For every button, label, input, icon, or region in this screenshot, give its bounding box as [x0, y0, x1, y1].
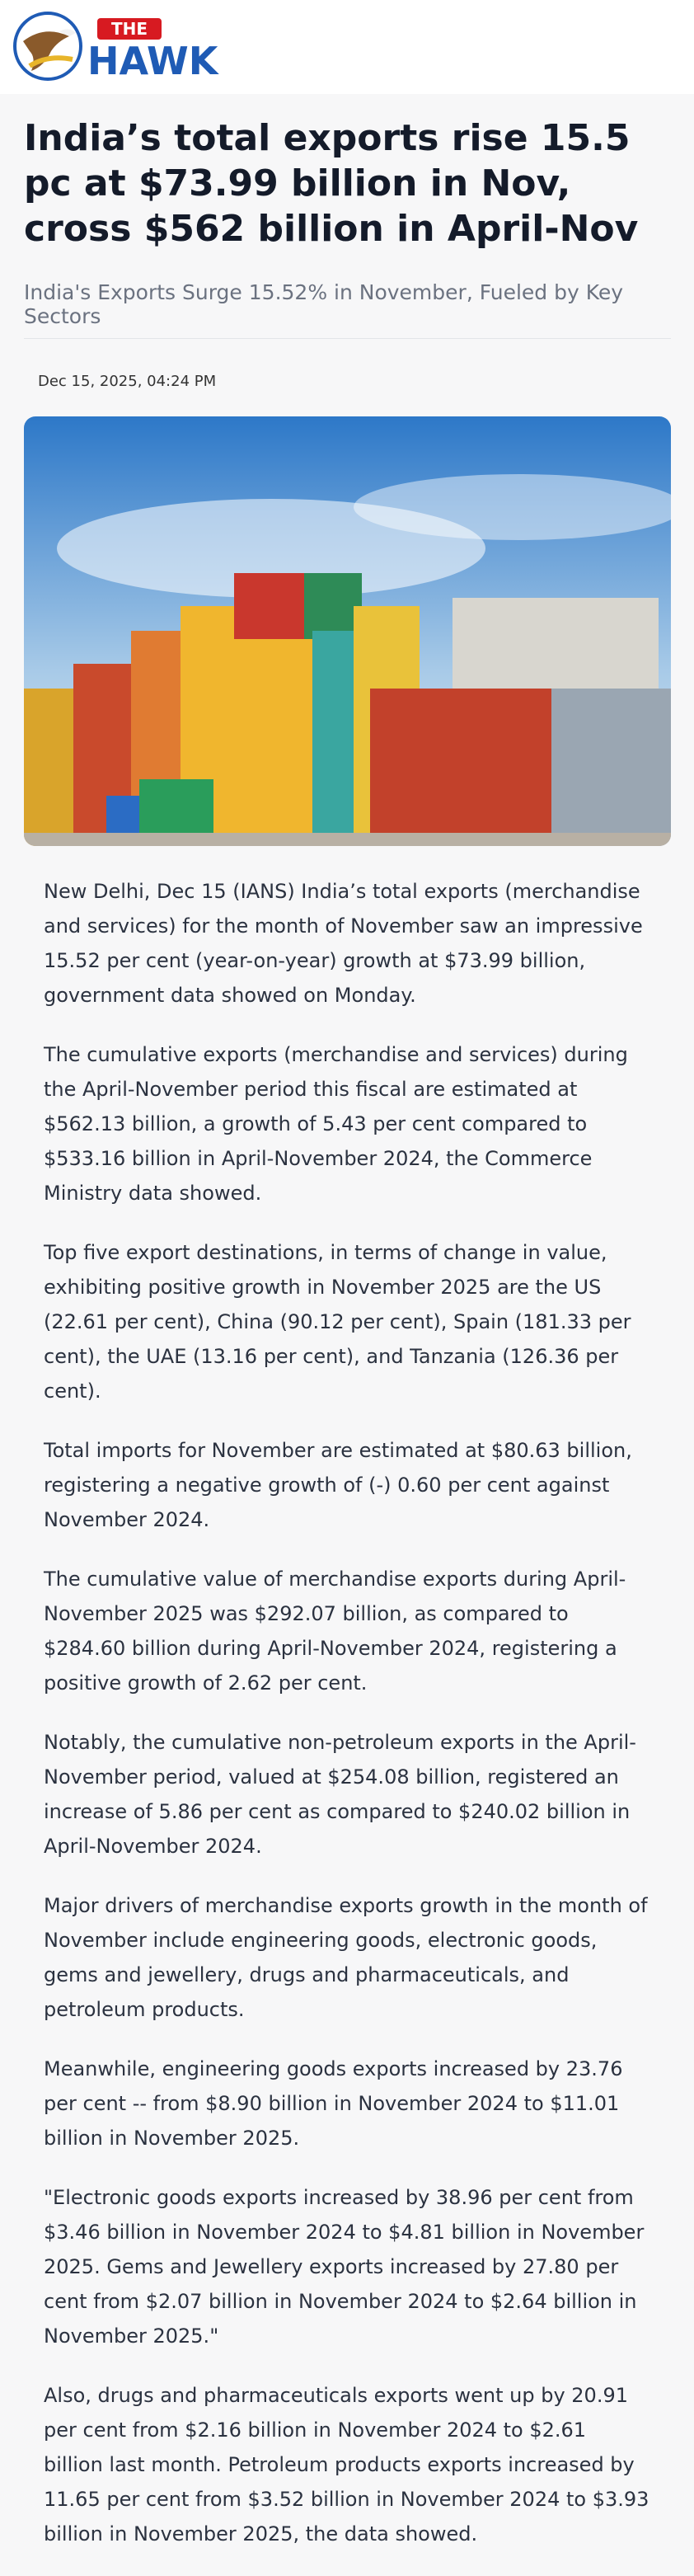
paragraph: Also, drugs and pharmaceuticals exports … — [44, 2384, 649, 2545]
site-header: THE HAWK — [0, 0, 694, 94]
article-body: New Delhi, Dec 15 (IANS) India’s total e… — [44, 874, 649, 2576]
paragraph: Notably, the cumulative non-petroleum ex… — [44, 1731, 636, 1858]
logo[interactable]: THE HAWK — [12, 8, 259, 82]
paragraph: The cumulative exports (merchandise and … — [44, 1043, 628, 1205]
article-image — [24, 416, 671, 846]
logo-main: HAWK — [87, 39, 220, 82]
paragraph: New Delhi, Dec 15 (IANS) India’s total e… — [44, 880, 643, 1007]
paragraph: "Electronic goods exports increased by 3… — [44, 2186, 645, 2348]
paragraph: Top five export destinations, in terms o… — [44, 1241, 631, 1403]
divider — [24, 338, 671, 339]
logo-small: THE — [111, 19, 148, 39]
headline: India’s total exports rise 15.5 pc at $7… — [24, 117, 639, 250]
paragraph: Major drivers of merchandise exports gro… — [44, 1894, 648, 2021]
paragraph: The cumulative value of merchandise expo… — [44, 1568, 626, 1695]
paragraph: Meanwhile, engineering goods exports inc… — [44, 2057, 623, 2150]
paragraph: Total imports for November are estimated… — [44, 1439, 632, 1531]
date: Dec 15, 2025, 04:24 PM — [38, 373, 217, 390]
subtitle: India's Exports Surge 15.52% in November… — [24, 280, 624, 328]
